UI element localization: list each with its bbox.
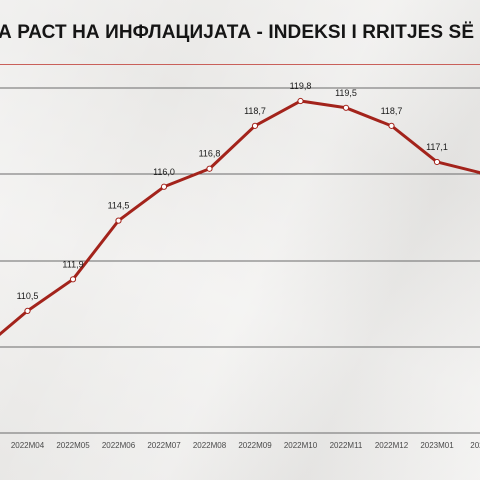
series-line xyxy=(0,99,480,337)
data-label: 117,1 xyxy=(426,142,448,152)
x-tick-label: 2022M06 xyxy=(102,441,136,450)
data-label: 119,5 xyxy=(335,88,357,98)
data-point xyxy=(388,122,395,129)
data-label: 111,9 xyxy=(62,259,83,269)
data-point xyxy=(206,165,213,172)
data-point xyxy=(69,276,77,283)
data-point xyxy=(24,307,31,314)
x-tick-label: 2023M xyxy=(470,441,480,450)
data-label: 119,8 xyxy=(290,81,312,91)
data-point xyxy=(342,104,350,111)
data-label: 118,7 xyxy=(381,106,403,116)
x-tick-label: 2022M09 xyxy=(238,441,272,450)
data-label: 118,7 xyxy=(244,106,266,116)
x-axis-tick-labels: 2022M04 2022M05 2022M06 2022M07 2022M08 2022M… xyxy=(11,441,480,450)
data-labels: 110,5 111,9 114,5 116,0 116,8 118,7 119,8 119,5… xyxy=(17,81,448,301)
data-point xyxy=(251,122,259,129)
chart-title: А РАСТ НА ИНФЛАЦИЈАТА - INDEKSI I RRITJE… xyxy=(0,22,480,43)
x-tick-label: 2022M11 xyxy=(330,441,363,450)
x-tick-label: 2022M05 xyxy=(56,441,90,450)
data-label: 116,8 xyxy=(199,149,221,159)
x-tick-label: 2022M10 xyxy=(284,441,318,450)
x-tick-label: 2023M01 xyxy=(420,441,454,450)
data-label: 110,5 xyxy=(17,291,39,301)
title-divider xyxy=(0,64,480,65)
data-point xyxy=(115,217,122,224)
x-tick-label: 2022M07 xyxy=(147,441,181,450)
data-point xyxy=(297,97,304,105)
data-markers xyxy=(24,97,480,314)
x-tick-label: 2022M08 xyxy=(193,441,227,450)
data-point xyxy=(160,183,168,190)
data-point xyxy=(433,158,441,166)
gridlines xyxy=(0,87,480,434)
x-tick-label: 2022M12 xyxy=(375,441,409,450)
data-label: 116,0 xyxy=(153,167,175,177)
data-label: 114,5 xyxy=(108,201,130,211)
x-tick-label: 2022M04 xyxy=(11,441,45,450)
